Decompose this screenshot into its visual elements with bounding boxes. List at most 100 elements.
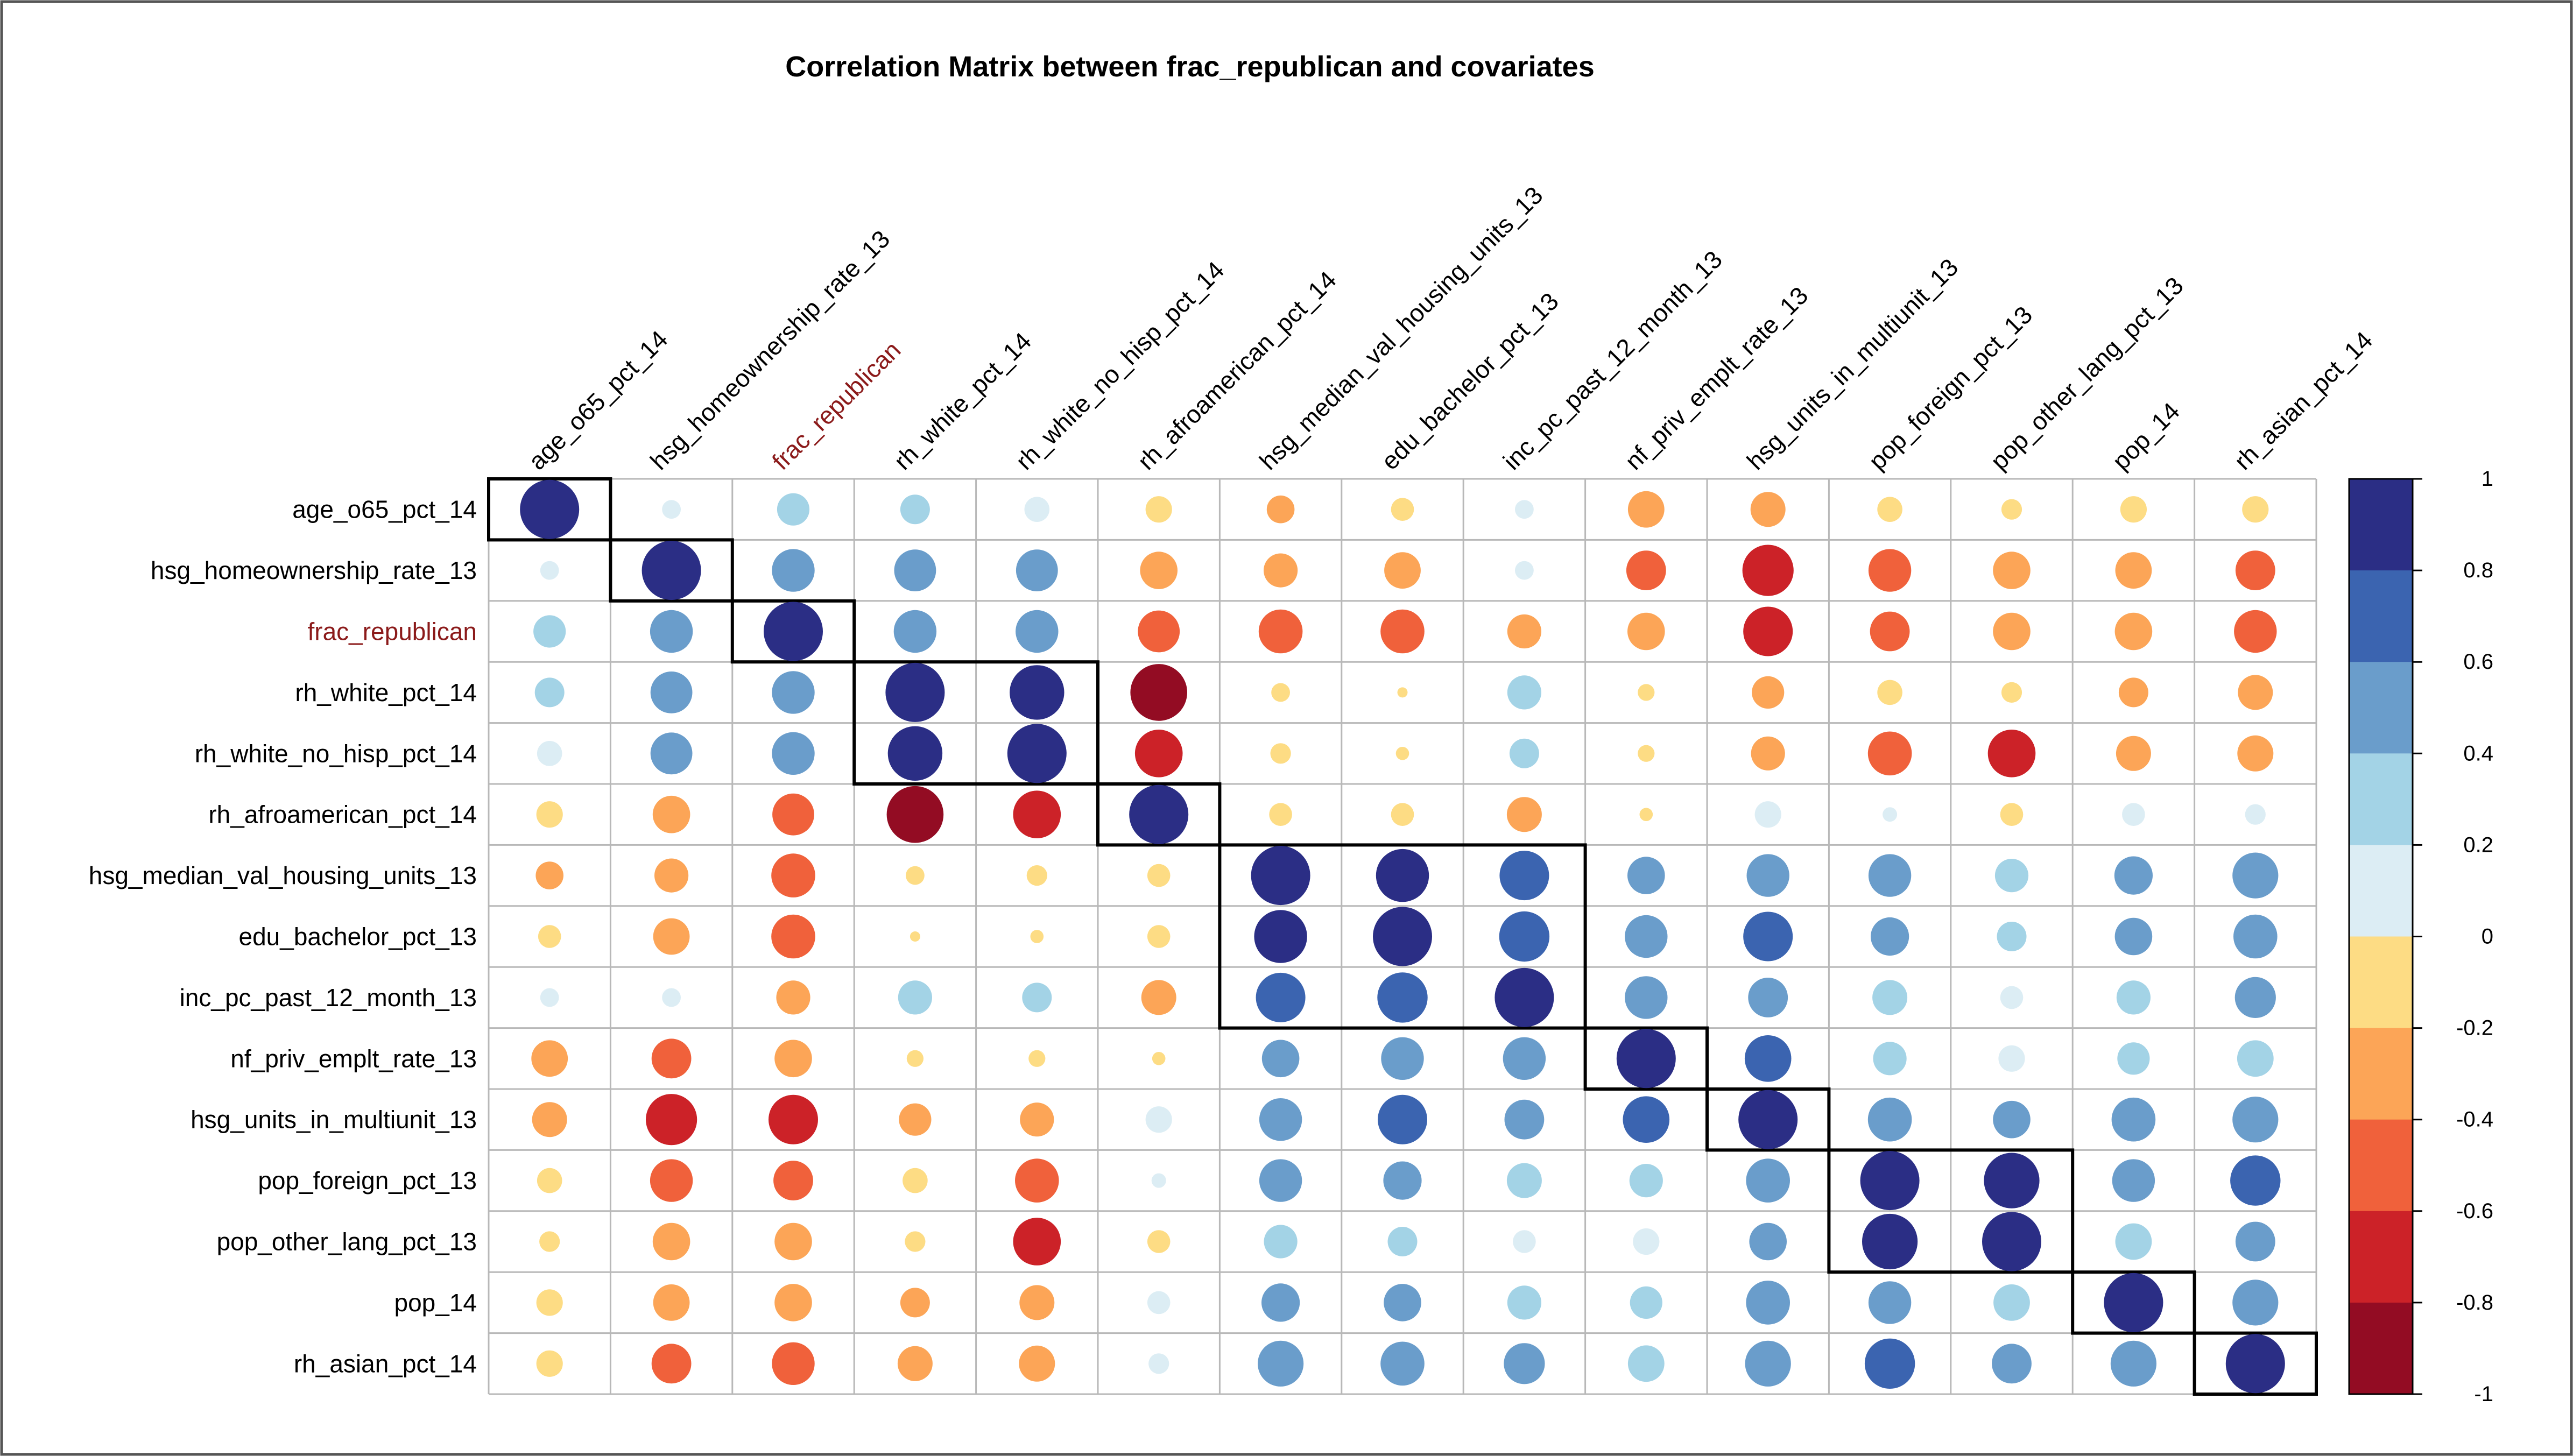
correlation-circle [1380,1341,1425,1386]
colorbar-segment [2349,936,2413,1029]
correlation-circle [1633,1228,1660,1255]
correlation-circle [1130,664,1187,721]
correlation-circle [1397,687,1408,698]
correlation-circle [2232,852,2279,899]
correlation-circle [1010,665,1065,720]
correlation-circle [654,858,689,893]
colorbar-tick-label: 0.4 [2463,741,2493,765]
colorbar-segment [2349,1302,2413,1395]
correlation-circle [885,662,945,722]
colorbar-tick-label: -0.2 [2456,1016,2493,1040]
correlation-circle [900,1288,930,1318]
correlation-circle [1391,498,1414,521]
correlation-circle [650,1159,693,1202]
correlation-circle [1872,980,1908,1015]
cluster-boxes [487,477,2318,1396]
correlation-circle [1992,1344,2032,1384]
correlation-circle [769,1094,818,1144]
correlation-circle [2114,856,2153,895]
correlation-circle [1028,1050,1046,1067]
correlation-circle [1638,684,1655,701]
row-label: rh_white_no_hisp_pct_14 [195,739,477,767]
correlation-circle [539,1231,560,1252]
correlation-circle [2122,803,2145,826]
correlation-circle [2000,803,2024,826]
correlation-circle [1395,747,1409,760]
row-label: frac_republican [307,618,477,646]
correlation-circle [1752,676,1785,709]
correlation-circle [2237,1040,2274,1077]
row-label: pop_other_lang_pct_13 [217,1228,477,1256]
correlation-circle [1030,930,1044,943]
correlation-circle [2001,499,2022,520]
cluster-box [487,477,612,542]
correlation-circle [537,741,562,766]
correlation-circle [646,1094,697,1146]
correlation-circle [2116,736,2151,771]
correlation-circle [651,1038,692,1079]
correlation-circle [536,1289,563,1316]
correlation-circle [533,615,566,648]
correlation-circle [773,1161,813,1201]
colorbar-segment [2349,1028,2413,1120]
correlation-circle [1877,497,1902,522]
row-label: rh_white_pct_14 [295,678,477,706]
correlation-circle [1134,730,1183,778]
row-label: nf_priv_emplt_rate_13 [230,1044,477,1072]
correlation-circle [1256,972,1306,1022]
correlation-circle [1627,491,1665,528]
correlation-circle [772,549,815,592]
correlation-circle [1746,1158,1790,1203]
correlation-circle [1251,846,1310,906]
correlation-circle [771,853,815,897]
correlation-circle [1862,1213,1918,1270]
correlation-circle [2242,496,2269,523]
correlation-circle [1638,745,1655,762]
correlation-circle [886,786,944,843]
correlation-circle [1748,978,1788,1017]
correlation-circle [774,1040,812,1078]
correlation-circle [2230,1155,2281,1206]
correlation-circle [1746,1281,1790,1325]
correlation-circle [2114,612,2153,651]
correlation-circle [2112,1159,2155,1202]
correlation-circle [1145,1106,1172,1133]
correlation-circle [1867,1097,1912,1142]
correlation-circle [1129,784,1189,844]
correlation-circle [1020,1102,1054,1137]
correlation-circle [1982,1212,2041,1271]
correlation-circle [1877,680,1902,705]
colorbar-segment [2349,1119,2413,1212]
row-label: age_o65_pct_14 [292,496,477,524]
correlation-circle [650,672,693,713]
correlation-circle [534,677,565,708]
correlation-circle [1750,492,1786,527]
correlation-circle [1024,497,1050,522]
cluster-box [1827,1148,2075,1274]
correlation-circle [653,918,690,955]
correlation-circle [1261,1040,1300,1078]
correlation-circle [653,1284,690,1321]
correlation-circle [2117,1042,2150,1075]
correlation-circle [1506,1163,1542,1198]
colorbar-segment [2349,845,2413,937]
correlation-circle [1259,1159,1302,1202]
correlation-circle [1266,495,1295,524]
correlation-circle [532,1102,567,1137]
correlation-circle [1630,1286,1662,1319]
cluster-box [609,538,734,603]
correlation-circle [1873,1042,1907,1076]
correlation-circle [2000,986,2024,1009]
correlation-circle [1019,1345,1055,1382]
correlation-circles [520,479,2285,1394]
correlation-circle [1377,972,1428,1023]
correlation-circle [1506,797,1542,832]
correlation-circle [1625,915,1668,958]
correlation-circle [1993,552,2031,589]
correlation-circle [1987,730,2036,778]
correlation-circle [650,610,693,653]
row-label: rh_afroamerican_pct_14 [208,801,477,829]
correlation-circle [774,1222,812,1261]
correlation-circle [2234,977,2276,1018]
correlation-circle [652,795,690,833]
